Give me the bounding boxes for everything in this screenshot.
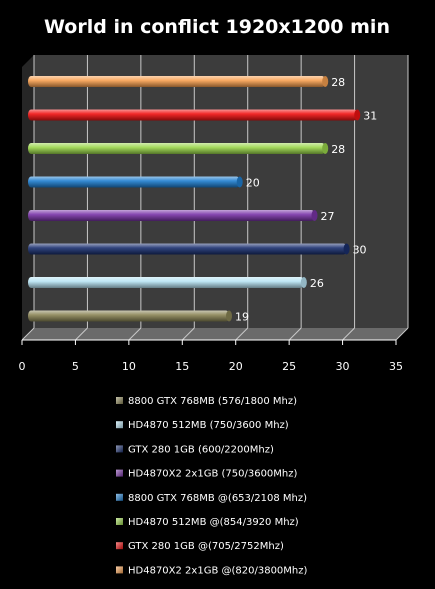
legend-label: HD4870 512MB @(854/3920 Mhz) — [128, 517, 299, 528]
legend-label: HD4870 512MB (750/3600 Mhz) — [128, 420, 289, 431]
bars — [28, 76, 361, 322]
grid-line-floor — [75, 327, 88, 341]
grid-line-floor — [128, 327, 142, 341]
bar — [28, 76, 329, 87]
value-label: 30 — [353, 244, 367, 257]
legend-label: 8800 GTX 768MB @(653/2108 Mhz) — [128, 493, 307, 504]
chart-title: World in conflict 1920x1200 min — [44, 16, 390, 38]
x-tick-label: 0 — [19, 360, 26, 373]
bar — [28, 109, 361, 121]
legend-item: 8800 GTX 768MB (576/1800 Mhz) — [116, 396, 297, 407]
bar-body — [28, 243, 347, 255]
grid-line-floor — [342, 327, 355, 341]
value-label: 28 — [331, 76, 345, 89]
x-tick-label: 10 — [122, 360, 136, 373]
grid-line-floor — [21, 327, 35, 341]
legend-swatch — [116, 445, 123, 453]
grid-line-floor — [181, 327, 195, 341]
bar-body — [28, 277, 304, 288]
grid-line-floor — [395, 327, 409, 341]
value-label: 27 — [321, 210, 335, 223]
legend-item: HD4870X2 2x1GB (750/3600Mhz) — [116, 469, 298, 480]
bar — [28, 243, 350, 255]
legend-label: GTX 280 1GB (600/2200Mhz) — [128, 444, 274, 455]
bar-body — [28, 109, 358, 121]
x-tick-label: 25 — [282, 360, 296, 373]
legend-label: 8800 GTX 768MB (576/1800 Mhz) — [128, 396, 297, 407]
bar-cap — [226, 310, 233, 322]
bar — [28, 143, 329, 154]
legend-swatch — [116, 566, 123, 574]
legend-swatch — [116, 518, 123, 525]
side-wall — [22, 55, 34, 340]
legend-label: HD4870X2 2x1GB (750/3600Mhz) — [128, 469, 298, 480]
legend-item: 8800 GTX 768MB @(653/2108 Mhz) — [116, 493, 307, 504]
x-tick-label: 15 — [175, 360, 189, 373]
legend: 8800 GTX 768MB (576/1800 Mhz) HD4870 512M… — [116, 396, 308, 576]
bar-body — [28, 76, 326, 87]
bar-cap — [311, 210, 318, 221]
bar-cap — [300, 277, 307, 288]
bar-body — [28, 143, 326, 154]
bar — [28, 176, 243, 188]
value-label: 20 — [246, 177, 260, 190]
bar-cap — [354, 109, 361, 121]
plot-floor — [22, 328, 408, 340]
bar-body — [28, 210, 315, 221]
legend-item: GTX 280 1GB @(705/2752Mhz) — [116, 541, 284, 552]
x-tick-label: 35 — [389, 360, 403, 373]
legend-swatch — [116, 493, 123, 501]
bar — [28, 277, 307, 288]
back-wall — [34, 55, 408, 328]
legend-label: HD4870X2 2x1GB @(820/3800Mhz) — [128, 565, 308, 576]
plot-background — [22, 55, 408, 340]
grid-line-floor — [235, 327, 249, 341]
x-axis: 0 5 10 15 20 25 30 35 — [19, 339, 403, 373]
bar-cap — [236, 176, 243, 188]
value-label: 26 — [310, 277, 324, 290]
value-label: 31 — [363, 110, 377, 123]
value-label: 28 — [331, 143, 345, 156]
bar-cap — [322, 143, 329, 154]
legend-label: GTX 280 1GB @(705/2752Mhz) — [128, 541, 284, 552]
legend-item: HD4870 512MB (750/3600 Mhz) — [116, 420, 289, 431]
bar-body — [28, 176, 240, 188]
legend-swatch — [116, 421, 123, 429]
x-tick-label: 30 — [336, 360, 350, 373]
x-tick-label: 5 — [72, 360, 79, 373]
value-label: 19 — [235, 311, 249, 324]
bar-cap — [343, 243, 350, 255]
legend-item: HD4870 512MB @(854/3920 Mhz) — [116, 517, 299, 528]
bar — [28, 310, 233, 322]
legend-swatch — [116, 469, 123, 477]
value-labels: 19 26 30 27 20 28 31 28 — [235, 76, 377, 324]
bar — [28, 210, 318, 221]
legend-swatch — [116, 542, 123, 550]
legend-item: HD4870X2 2x1GB @(820/3800Mhz) — [116, 565, 308, 576]
bar-cap — [322, 76, 329, 87]
bar-body — [28, 310, 230, 322]
x-tick-label: 20 — [229, 360, 243, 373]
grid-line-floor — [288, 327, 302, 341]
legend-item: GTX 280 1GB (600/2200Mhz) — [116, 444, 274, 455]
legend-swatch — [116, 397, 123, 404]
